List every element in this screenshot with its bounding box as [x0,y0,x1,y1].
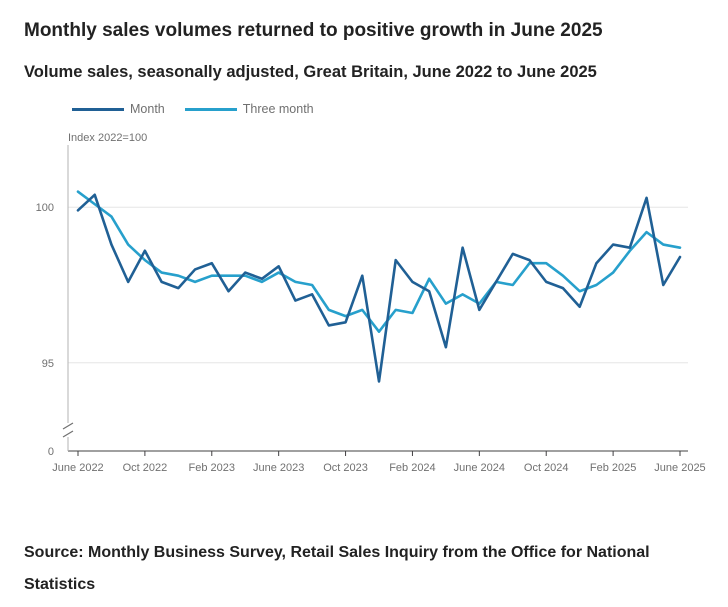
data-point-month[interactable] [610,242,616,248]
x-tick-label: June 2025 [654,462,705,474]
y-tick-label-95: 95 [42,358,54,370]
data-point-month[interactable] [192,266,198,272]
data-point-three-month[interactable] [92,201,98,207]
data-point-three-month[interactable] [276,270,282,276]
legend-swatch-three-month [184,107,237,111]
x-tick-label: Oct 2022 [123,462,168,474]
data-point-three-month[interactable] [644,229,650,235]
data-point-month[interactable] [460,245,466,251]
axis-break-mark-upper [62,422,74,430]
data-point-three-month[interactable] [493,279,499,285]
x-tick-label: June 2022 [52,462,103,474]
data-point-three-month[interactable] [426,276,432,282]
data-point-month[interactable] [376,378,382,384]
data-point-three-month[interactable] [677,245,683,251]
data-point-three-month[interactable] [209,273,215,279]
data-point-month[interactable] [393,257,399,263]
data-point-month[interactable] [209,260,215,266]
data-point-month[interactable] [125,279,131,285]
data-point-three-month[interactable] [108,214,114,220]
data-point-three-month[interactable] [610,270,616,276]
data-point-three-month[interactable] [359,307,365,313]
series-line-month [76,193,682,383]
data-point-three-month[interactable] [593,282,599,288]
data-point-three-month[interactable] [560,273,566,279]
data-point-three-month[interactable] [476,301,482,307]
y-tick-label-0: 0 [48,446,54,458]
series-line-three-month [76,190,682,333]
data-point-month[interactable] [343,319,349,325]
data-point-month[interactable] [226,288,232,294]
x-tick-label: Feb 2025 [590,462,636,474]
data-point-three-month[interactable] [142,257,148,263]
data-point-three-month[interactable] [409,310,415,316]
data-point-three-month[interactable] [242,273,248,279]
data-point-month[interactable] [543,279,549,285]
x-tick-label: Feb 2023 [189,462,235,474]
data-point-three-month[interactable] [292,279,298,285]
data-point-month[interactable] [108,242,114,248]
data-point-three-month[interactable] [376,329,382,335]
data-point-three-month[interactable] [527,260,533,266]
data-point-month[interactable] [577,304,583,310]
data-point-three-month[interactable] [660,242,666,248]
data-point-three-month[interactable] [75,189,81,195]
data-point-three-month[interactable] [460,291,466,297]
data-point-three-month[interactable] [125,242,131,248]
chart-subtitle: Volume sales, seasonally adjusted, Great… [24,63,597,81]
legend-item-three-month[interactable]: Three month [184,102,314,116]
legend: Month Three month [72,102,334,116]
data-point-three-month[interactable] [543,260,549,266]
data-point-three-month[interactable] [226,273,232,279]
x-tick-label: Feb 2024 [389,462,435,474]
data-point-three-month[interactable] [192,279,198,285]
legend-label-month: Month [130,102,165,116]
x-tick-label: Oct 2024 [524,462,569,474]
data-point-month[interactable] [276,263,282,269]
data-point-month[interactable] [409,279,415,285]
x-tick-label: Oct 2023 [323,462,368,474]
data-point-three-month[interactable] [259,279,265,285]
data-point-month[interactable] [292,298,298,304]
chart-title: Monthly sales volumes returned to positi… [24,20,603,41]
data-point-three-month[interactable] [443,301,449,307]
data-point-month[interactable] [593,260,599,266]
x-tick-label: June 2024 [454,462,505,474]
data-point-three-month[interactable] [627,248,633,254]
data-point-three-month[interactable] [309,282,315,288]
data-point-month[interactable] [175,285,181,291]
axis-break-mark-lower [62,430,74,438]
x-tick-label: June 2023 [253,462,304,474]
data-point-month[interactable] [476,307,482,313]
data-point-month[interactable] [560,285,566,291]
data-point-month[interactable] [92,192,98,198]
data-point-three-month[interactable] [326,307,332,313]
data-point-three-month[interactable] [343,313,349,319]
data-point-month[interactable] [644,195,650,201]
data-point-month[interactable] [660,282,666,288]
data-point-three-month[interactable] [393,307,399,313]
data-point-three-month[interactable] [510,282,516,288]
legend-item-month[interactable]: Month [72,102,165,116]
data-point-month[interactable] [426,288,432,294]
legend-swatch-month [72,107,124,111]
data-point-month[interactable] [677,254,683,260]
data-point-three-month[interactable] [159,270,165,276]
source-note: Source: Monthly Business Survey, Retail … [24,544,650,593]
y-tick-label-100: 100 [36,202,54,214]
data-point-month[interactable] [510,251,516,257]
data-point-three-month[interactable] [175,273,181,279]
data-point-month[interactable] [75,207,81,213]
data-point-month[interactable] [142,248,148,254]
legend-label-three-month: Three month [242,102,314,116]
data-point-month[interactable] [309,291,315,297]
data-point-month[interactable] [359,273,365,279]
y-axis-label: Index 2022=100 [68,132,147,144]
data-point-month[interactable] [326,322,332,328]
data-point-three-month[interactable] [577,288,583,294]
data-point-month[interactable] [443,344,449,350]
line-chart: Index 2022=100 0 95 100 June 2022 Oct 2022 Feb… [36,132,706,474]
data-point-month[interactable] [159,279,165,285]
